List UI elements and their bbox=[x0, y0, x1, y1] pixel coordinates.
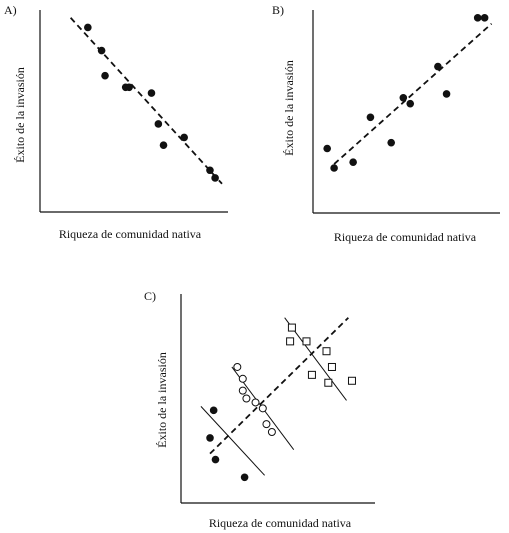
data-point-b-s0-7 bbox=[434, 62, 442, 71]
trend-line-b-0 bbox=[333, 23, 493, 165]
x-axis-label-b: Riqueza de comunidad nativa bbox=[334, 230, 477, 244]
panel-c: C) Éxito de la invasión Riqueza de comun… bbox=[144, 289, 375, 530]
data-point-c-s1-1 bbox=[238, 374, 247, 383]
data-point-b-s0-6 bbox=[406, 99, 415, 108]
data-point-a-s0-2 bbox=[101, 71, 109, 80]
data-point-a-s0-1 bbox=[97, 46, 106, 55]
data-point-b-s0-4 bbox=[387, 138, 396, 147]
data-point-c-s1-0 bbox=[233, 362, 242, 371]
data-point-a-s0-0 bbox=[84, 23, 92, 32]
panel-a: A) Éxito de la invasión Riqueza de comun… bbox=[4, 3, 228, 241]
trend-line-c-1 bbox=[200, 406, 265, 476]
data-point-b-s0-1 bbox=[330, 164, 338, 172]
y-axis-label-c: Éxito de la invasión bbox=[155, 352, 169, 448]
data-point-c-s2-0 bbox=[287, 323, 296, 332]
data-point-c-s2-4 bbox=[327, 362, 336, 371]
data-point-c-s2-6 bbox=[324, 378, 333, 387]
data-point-c-s1-7 bbox=[267, 427, 276, 436]
data-point-c-s2-7 bbox=[347, 376, 356, 385]
data-point-c-s1-5 bbox=[258, 404, 267, 413]
data-point-c-s2-5 bbox=[307, 370, 316, 379]
data-point-c-s1-3 bbox=[242, 394, 251, 403]
data-point-a-s0-5 bbox=[147, 89, 156, 97]
trend-line-c-0 bbox=[209, 317, 349, 455]
data-point-a-s0-7 bbox=[159, 141, 168, 149]
data-point-a-s0-4 bbox=[125, 83, 133, 92]
data-point-a-s0-9 bbox=[206, 166, 214, 175]
data-point-c-s1-6 bbox=[262, 420, 271, 429]
y-axis-label-a: Éxito de la invasión bbox=[13, 67, 27, 163]
data-point-b-s0-2 bbox=[349, 158, 357, 166]
panel-b: B) Éxito de la invasión Riqueza de comun… bbox=[272, 3, 500, 244]
data-point-c-s0-3 bbox=[240, 473, 249, 482]
x-axis-label-c: Riqueza de comunidad nativa bbox=[209, 516, 352, 530]
data-point-c-s2-2 bbox=[302, 337, 311, 346]
data-point-b-s0-3 bbox=[366, 113, 375, 122]
panel-label-a: A) bbox=[4, 3, 17, 17]
data-point-c-s1-2 bbox=[238, 386, 247, 395]
data-point-b-s0-8 bbox=[442, 90, 451, 98]
data-point-c-s0-1 bbox=[206, 434, 214, 442]
panel-label-b: B) bbox=[272, 3, 284, 17]
data-point-b-s0-9 bbox=[473, 14, 482, 22]
panel-label-c: C) bbox=[144, 289, 156, 303]
plot-area-a bbox=[69, 17, 223, 185]
data-point-b-s0-5 bbox=[399, 94, 408, 102]
data-point-c-s0-0 bbox=[209, 406, 218, 415]
data-point-c-s2-1 bbox=[286, 337, 295, 346]
data-point-b-s0-10 bbox=[480, 14, 489, 22]
y-axis-label-b: Éxito de la invasión bbox=[282, 60, 296, 156]
data-point-a-s0-6 bbox=[154, 120, 163, 128]
data-point-c-s2-3 bbox=[322, 347, 331, 356]
data-point-c-s0-2 bbox=[211, 455, 220, 464]
x-axis-label-a: Riqueza de comunidad nativa bbox=[59, 227, 202, 241]
plot-area-b bbox=[323, 14, 493, 172]
data-point-a-s0-10 bbox=[211, 174, 219, 182]
data-point-a-s0-8 bbox=[180, 133, 188, 142]
data-point-c-s1-4 bbox=[251, 398, 260, 407]
plot-area-c bbox=[200, 317, 356, 482]
data-point-b-s0-0 bbox=[323, 144, 331, 153]
trend-line-a-0 bbox=[69, 17, 223, 185]
